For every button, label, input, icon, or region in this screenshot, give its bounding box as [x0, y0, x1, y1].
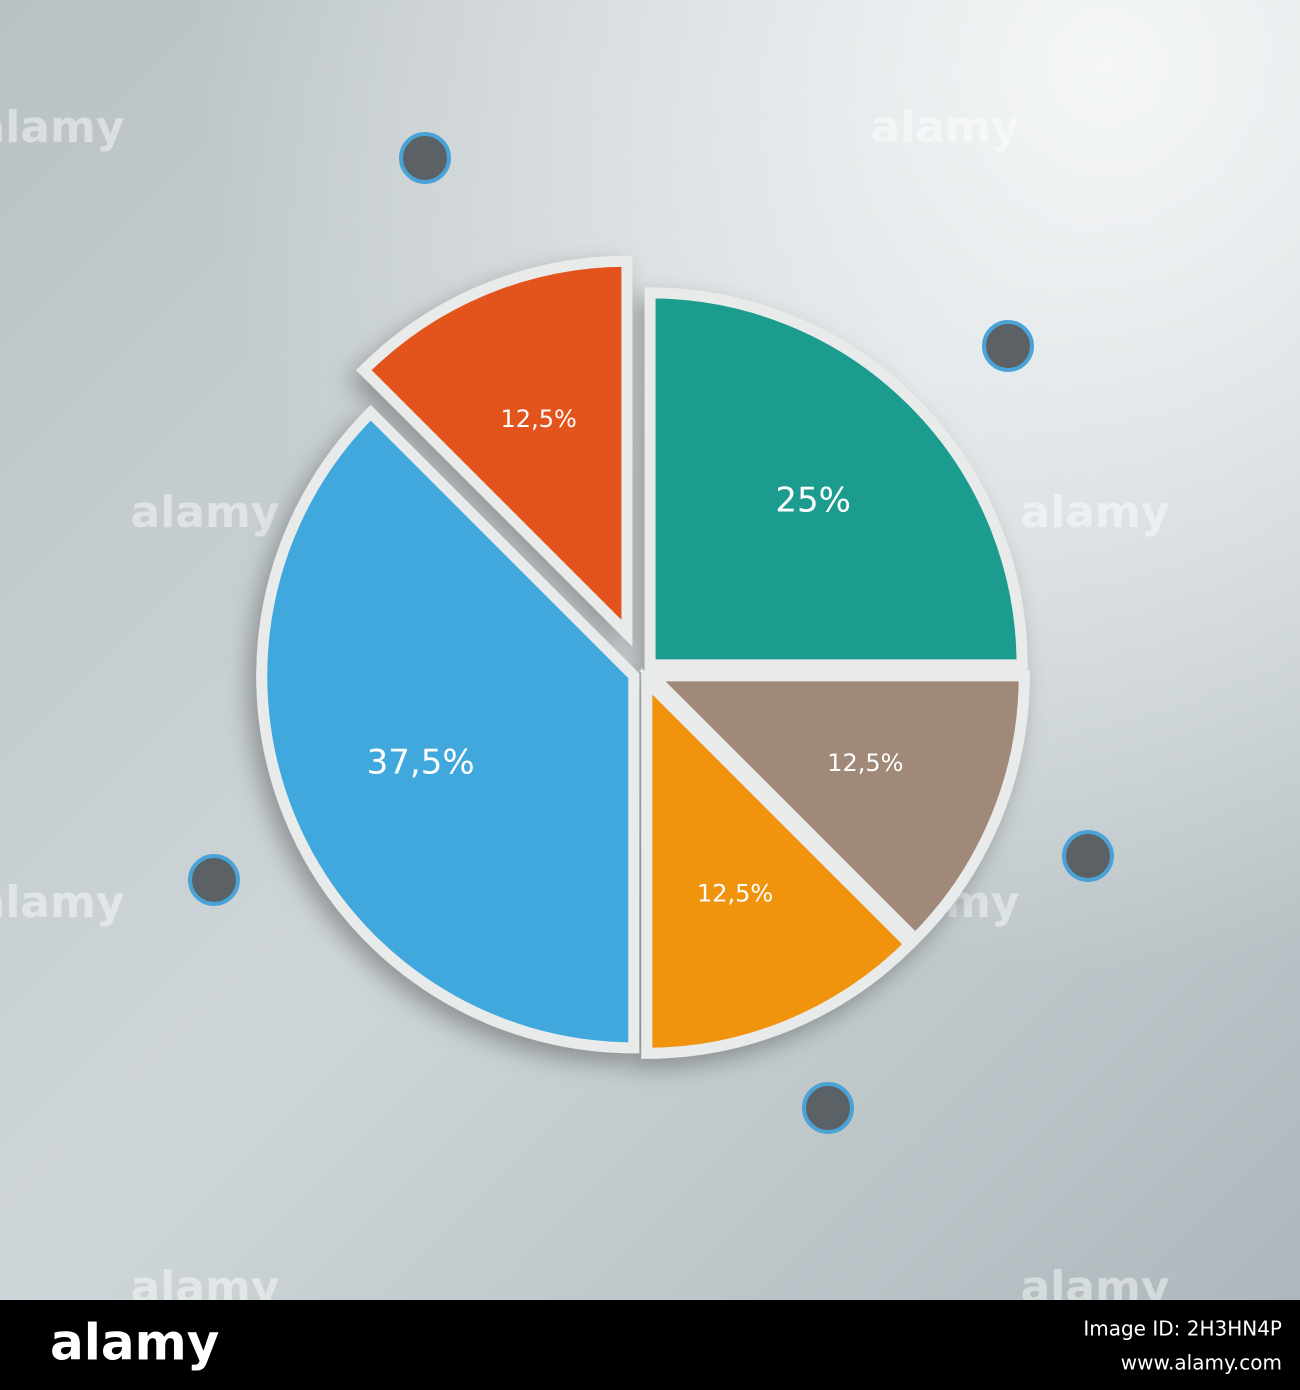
pie-slice — [356, 255, 633, 647]
watermark: alamy — [0, 102, 125, 153]
dot — [188, 854, 240, 906]
footer-logo: alamy — [50, 1314, 219, 1372]
pie-slice — [638, 670, 1030, 947]
watermark: alamy — [871, 102, 1020, 153]
footer — [0, 1300, 1300, 1390]
slice-label: 25% — [775, 480, 851, 520]
watermark: alamy — [1021, 487, 1170, 538]
slice-label: 37,5% — [367, 743, 475, 783]
pie-slice — [256, 405, 640, 1054]
footer-url: www.alamy.com — [1121, 1351, 1282, 1375]
dot — [399, 132, 451, 184]
decor-dots — [188, 132, 1114, 1134]
watermark: alamy — [0, 877, 125, 928]
pie-slice — [641, 667, 918, 1059]
image-id: Image ID: 2H3HN4P — [1083, 1317, 1282, 1341]
slice-label: 12,5% — [697, 879, 773, 907]
dot — [1062, 830, 1114, 882]
dot — [802, 1082, 854, 1134]
watermark: alamy — [131, 487, 280, 538]
pie-slice — [644, 287, 1028, 671]
pie — [256, 255, 1030, 1059]
slice-label: 12,5% — [501, 405, 577, 433]
slice-label: 12,5% — [827, 749, 903, 777]
dot — [982, 320, 1034, 372]
